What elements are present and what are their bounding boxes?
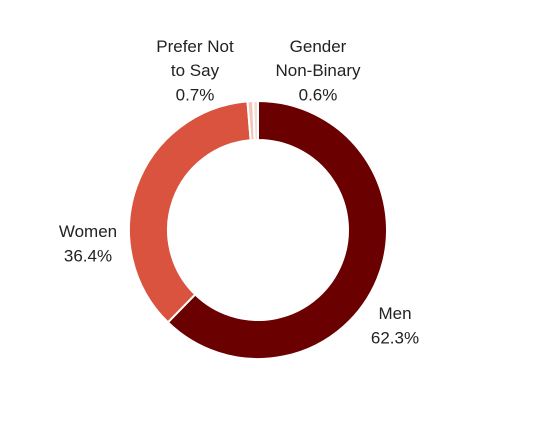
slice-label: Prefer Not to Say 0.7% (156, 37, 234, 104)
donut-slice (166, 99, 388, 360)
donut-slice (128, 100, 252, 324)
slice-category: Men (378, 304, 411, 323)
slice-value: 36.4% (64, 246, 112, 265)
slice-category: Gender Non-Binary (275, 37, 361, 80)
slice-label: Men 62.3% (371, 304, 419, 347)
slice-label: Gender Non-Binary 0.6% (275, 37, 361, 104)
slice-value: 62.3% (371, 328, 419, 347)
slice-value: 0.7% (176, 85, 215, 104)
slice-category: Prefer Not to Say (156, 37, 234, 80)
donut-slice (252, 99, 259, 142)
slice-category: Women (59, 222, 117, 241)
slice-label: Women 36.4% (59, 222, 117, 265)
slice-value: 0.6% (299, 85, 338, 104)
